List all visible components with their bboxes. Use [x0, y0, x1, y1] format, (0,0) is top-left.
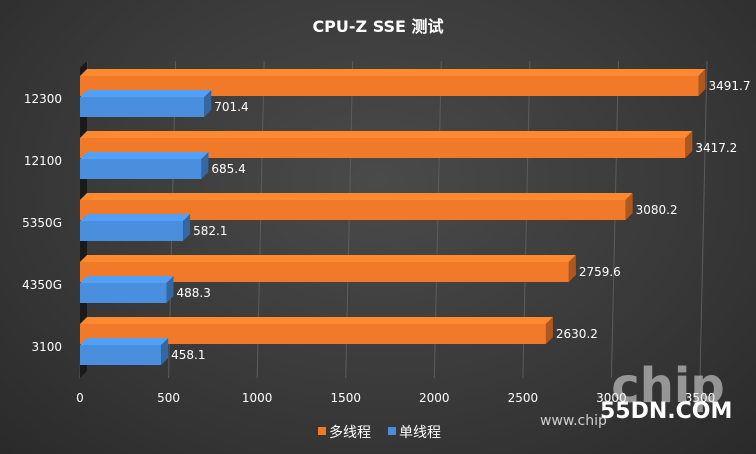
legend-swatch — [388, 427, 396, 435]
x-tick-label: 3000 — [596, 391, 627, 405]
x-tick-labels: 0 500 1000 1500 2000 2500 3000 3500 — [76, 391, 715, 405]
category-label: 4350G — [22, 278, 62, 292]
bar-single-thread — [80, 152, 209, 179]
x-tick-label: 1000 — [242, 391, 273, 405]
legend-swatch — [318, 427, 326, 435]
bar-multi-thread — [80, 131, 693, 158]
value-label: 488.3 — [176, 286, 210, 300]
value-label: 2630.2 — [556, 327, 598, 341]
legend-item: 单线程 — [388, 425, 441, 441]
value-label: 3491.7 — [709, 79, 751, 93]
bar-multi-thread — [80, 317, 553, 344]
bar-single-thread — [80, 338, 169, 365]
bar-multi-thread — [80, 193, 633, 220]
legend-label: 多线程 — [329, 424, 371, 441]
legend-label: 单线程 — [399, 425, 441, 441]
watermark-url: www.chip — [540, 413, 607, 429]
legend: 多线程 单线程 — [318, 424, 441, 441]
value-label: 701.4 — [214, 100, 248, 114]
x-tick-label: 0 — [76, 391, 84, 405]
x-tick-label: 2000 — [419, 391, 450, 405]
category-label: 3100 — [31, 340, 62, 354]
value-label: 685.4 — [211, 162, 245, 176]
bar-multi-thread — [80, 255, 576, 282]
category-label: 12100 — [24, 154, 62, 168]
bar-multi-thread — [80, 69, 706, 96]
legend-item: 多线程 — [318, 424, 371, 441]
x-tick-label: 2500 — [508, 391, 539, 405]
bars — [80, 69, 706, 365]
bar-single-thread — [80, 276, 174, 303]
watermark-logo: chip — [611, 358, 724, 414]
value-label: 3417.2 — [695, 141, 737, 155]
x-tick-label: 500 — [157, 391, 180, 405]
value-label: 582.1 — [193, 224, 227, 238]
value-labels: 3491.7 701.4 3417.2 685.4 3080.2 582.1 2759.6 4… — [171, 79, 750, 362]
chart-title: CPU-Z SSE 测试 — [312, 17, 443, 36]
bar-single-thread — [80, 214, 191, 241]
watermark-site: 55DN.COM — [600, 399, 732, 424]
value-label: 458.1 — [171, 348, 205, 362]
watermark: chip www.chip 55DN.COM — [540, 358, 732, 429]
category-label: 12300 — [24, 92, 62, 106]
category-label: 5350G — [22, 216, 62, 230]
gridline — [699, 60, 708, 379]
x-tick-label: 1500 — [330, 391, 361, 405]
value-label: 2759.6 — [579, 265, 621, 279]
category-labels: 12300 12100 5350G 4350G 3100 — [22, 92, 62, 354]
x-tick-label: 3500 — [685, 391, 716, 405]
bar-single-thread — [80, 90, 212, 117]
value-label: 3080.2 — [636, 203, 678, 217]
